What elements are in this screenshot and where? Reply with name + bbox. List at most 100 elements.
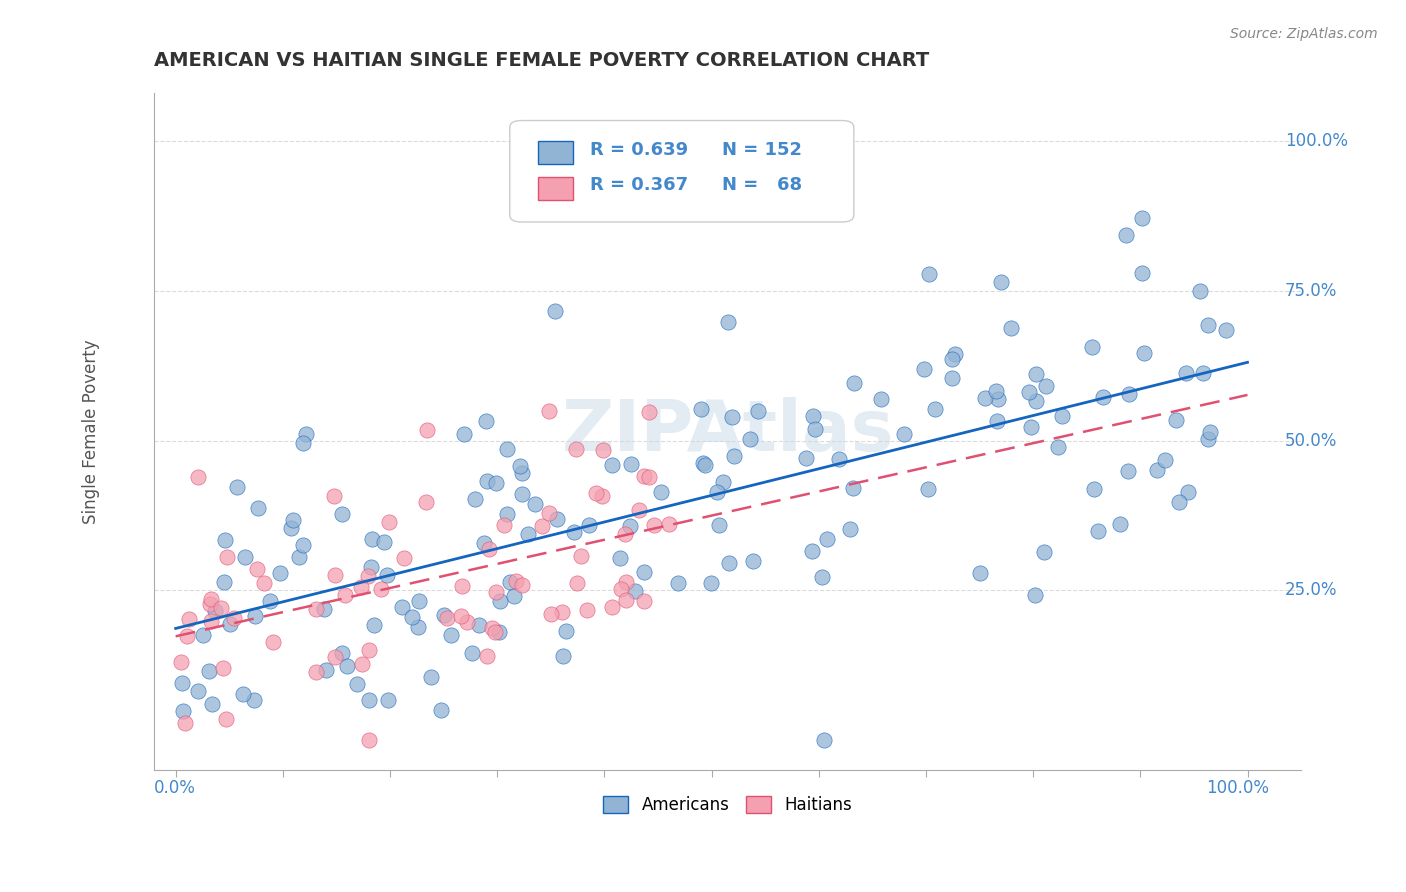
Point	[323, 649, 346, 664]
Point	[294, 427, 316, 442]
Point	[219, 616, 242, 631]
Point	[1092, 391, 1115, 405]
Point	[801, 409, 824, 424]
Point	[969, 566, 991, 581]
Point	[346, 676, 368, 690]
Point	[917, 483, 939, 497]
Point	[619, 519, 641, 533]
Point	[176, 629, 198, 643]
Point	[576, 603, 599, 617]
Point	[204, 604, 226, 618]
Point	[1000, 321, 1022, 335]
Point	[485, 475, 508, 490]
Point	[215, 549, 238, 564]
Point	[233, 550, 256, 565]
Point	[350, 580, 373, 594]
Point	[214, 533, 236, 548]
Point	[253, 576, 276, 591]
Legend: Americans, Haitians: Americans, Haitians	[595, 788, 860, 822]
Point	[1146, 463, 1168, 477]
Point	[613, 527, 636, 541]
Point	[986, 413, 1008, 427]
FancyBboxPatch shape	[510, 120, 853, 222]
Point	[495, 508, 517, 522]
Point	[941, 352, 963, 367]
Point	[1032, 545, 1054, 559]
Point	[624, 584, 647, 599]
Point	[288, 549, 311, 564]
Text: R = 0.639: R = 0.639	[591, 141, 688, 159]
Point	[262, 635, 284, 649]
Point	[472, 536, 495, 550]
Point	[1081, 340, 1104, 354]
Point	[391, 600, 413, 615]
Point	[1197, 318, 1219, 333]
Point	[1035, 379, 1057, 393]
Point	[509, 458, 531, 473]
Point	[974, 392, 997, 406]
Point	[370, 582, 392, 597]
Point	[602, 458, 624, 472]
Point	[1177, 485, 1199, 500]
Point	[592, 443, 614, 458]
Point	[373, 535, 395, 549]
Point	[637, 469, 659, 483]
Text: 75.0%: 75.0%	[1285, 282, 1337, 300]
Point	[614, 575, 637, 590]
Point	[1168, 495, 1191, 509]
Point	[291, 538, 314, 552]
Point	[709, 518, 731, 533]
Point	[706, 484, 728, 499]
Point	[488, 624, 510, 639]
Point	[357, 568, 380, 582]
Point	[474, 414, 496, 428]
Text: N =   68: N = 68	[721, 177, 801, 194]
Point	[828, 452, 851, 467]
Point	[562, 524, 585, 539]
Point	[941, 371, 963, 385]
Point	[602, 599, 624, 614]
Point	[813, 733, 835, 747]
Point	[503, 589, 526, 603]
Point	[943, 346, 966, 360]
Point	[170, 656, 193, 670]
Point	[392, 550, 415, 565]
Point	[551, 605, 574, 619]
Point	[794, 450, 817, 465]
Point	[378, 515, 401, 529]
Point	[243, 609, 266, 624]
Point	[453, 426, 475, 441]
Point	[510, 466, 533, 480]
Point	[1174, 366, 1197, 380]
Point	[627, 503, 650, 517]
Text: Single Female Poverty: Single Female Poverty	[82, 340, 100, 524]
Point	[477, 648, 499, 663]
Point	[512, 578, 534, 592]
Point	[699, 576, 721, 591]
Point	[330, 647, 353, 661]
Point	[464, 492, 486, 507]
Point	[357, 643, 380, 657]
Point	[1215, 323, 1237, 337]
Point	[711, 475, 734, 489]
Point	[1132, 345, 1154, 359]
Point	[1083, 483, 1105, 497]
Point	[567, 576, 589, 591]
Point	[314, 602, 336, 616]
Text: N = 152: N = 152	[721, 141, 801, 159]
Point	[359, 693, 381, 707]
Point	[489, 593, 512, 607]
Point	[637, 405, 659, 419]
Point	[269, 566, 291, 581]
FancyBboxPatch shape	[538, 141, 572, 164]
Point	[1046, 440, 1069, 454]
Point	[433, 607, 456, 622]
Point	[538, 404, 561, 418]
Point	[187, 470, 209, 484]
Text: 25.0%: 25.0%	[1285, 582, 1337, 599]
Point	[177, 612, 200, 626]
Point	[643, 517, 665, 532]
Point	[633, 566, 655, 580]
Point	[475, 475, 498, 489]
Point	[484, 625, 506, 640]
